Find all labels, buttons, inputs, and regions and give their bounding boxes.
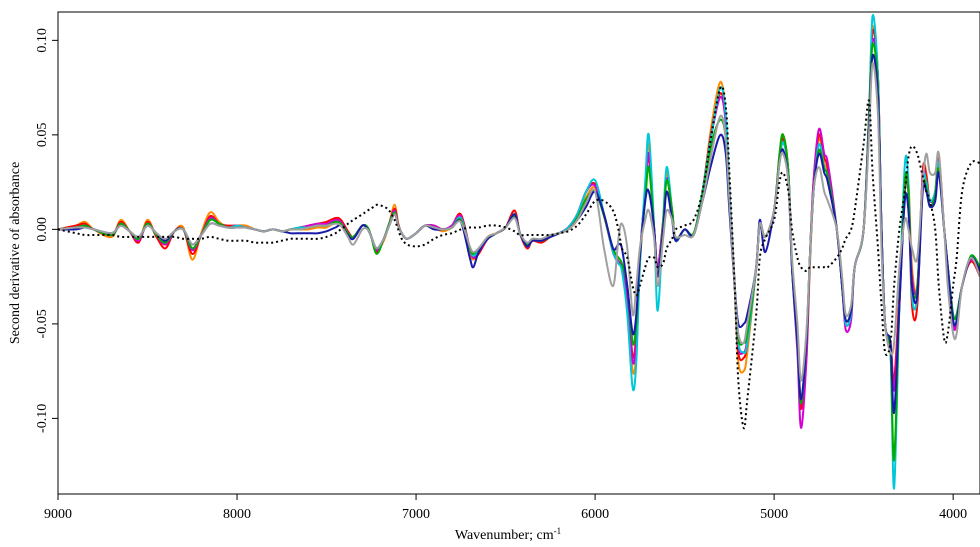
y-tick-label: -0.05: [35, 309, 50, 338]
x-axis-title: Wavenumber; cm-1: [455, 526, 561, 543]
x-tick-label: 6000: [581, 507, 609, 522]
series-line-7: [58, 61, 980, 382]
y-tick-label: 0.05: [35, 123, 50, 148]
reference-dotted-line: [58, 85, 980, 430]
y-axis: 0.10 0.05 0.00 -0.05 -0.10: [35, 28, 58, 433]
y-axis-title: Second derivative of absorbance: [8, 162, 23, 344]
x-axis-title-superscript: -1: [554, 526, 562, 536]
x-tick-label: 4000: [939, 507, 967, 522]
x-tick-label: 7000: [402, 507, 430, 522]
y-tick-label: 0.00: [35, 217, 50, 242]
y-tick-label: -0.10: [35, 404, 50, 433]
y-tick-label: 0.10: [35, 28, 50, 53]
series-line-6: [58, 53, 980, 414]
x-tick-label: 5000: [760, 507, 788, 522]
x-tick-label: 9000: [44, 507, 72, 522]
series-line-2: [58, 28, 980, 410]
series-lines: [58, 14, 980, 490]
x-axis: 9000 8000 7000 6000 5000 4000: [44, 494, 967, 522]
series-line-1: [58, 25, 980, 401]
plot-frame: [57, 11, 980, 495]
x-axis-title-text: Wavenumber; cm: [455, 528, 554, 543]
x-tick-label: 8000: [223, 507, 251, 522]
